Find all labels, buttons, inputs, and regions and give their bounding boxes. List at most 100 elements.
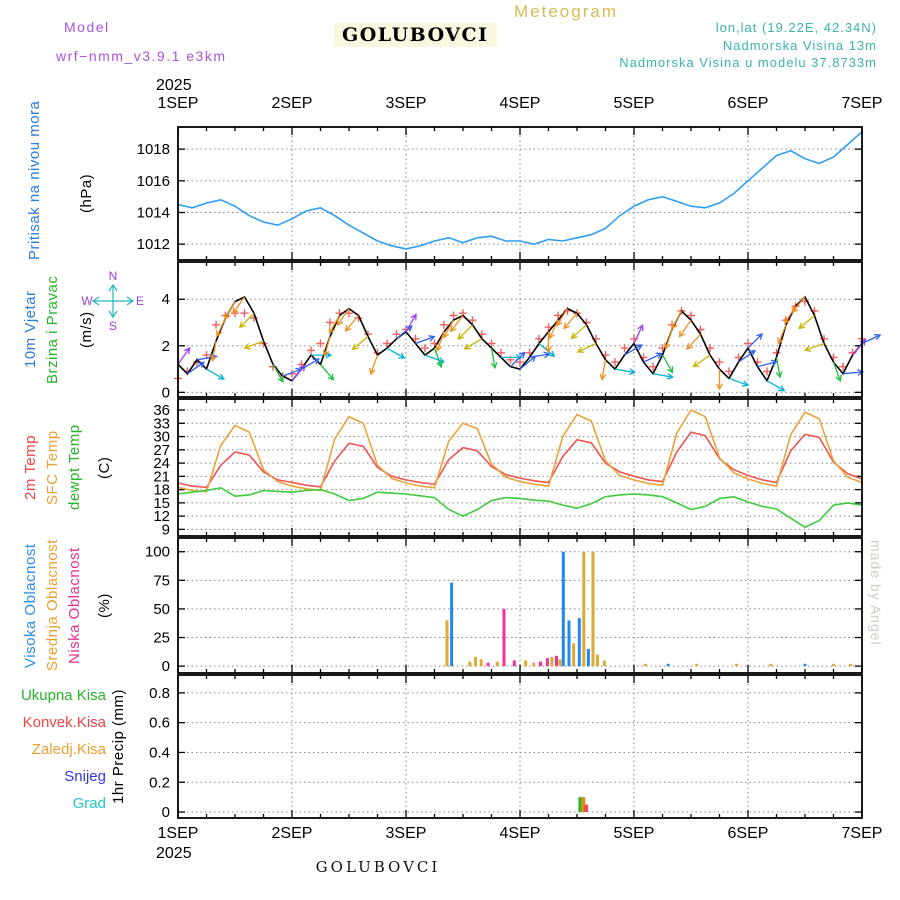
precip-unit-label: 1hr Precip (mm): [110, 689, 127, 805]
series-tsfc: [177, 408, 863, 493]
y-tick-label: 18: [153, 482, 170, 499]
bar-mid: [524, 660, 528, 667]
bar-mid: [596, 654, 599, 667]
wind-unit-label: (m/s): [78, 311, 95, 348]
bar-mid: [769, 663, 773, 667]
cloud-low-label: Niska Oblacnost: [66, 547, 83, 664]
y-tick-label: 1012: [137, 236, 170, 253]
y-tick-label: 2: [162, 338, 170, 355]
y-tick-label: 0: [162, 804, 170, 821]
bar-mid: [479, 659, 483, 667]
precip-total-label: Ukupna Kisa: [20, 687, 106, 704]
temp-sfc-label: SFC Temp: [44, 430, 61, 505]
x-tick-label-bottom: 7SEP: [842, 825, 883, 842]
cloud-high-label: Visoka Oblacnost: [22, 543, 39, 668]
y-tick-label: 0.2: [149, 774, 170, 791]
bar-high: [577, 618, 581, 667]
bar-mid: [495, 661, 499, 667]
y-tick-label: 30: [153, 429, 170, 446]
bar-mid: [550, 657, 554, 667]
x-tick-label-top: 7SEP: [842, 95, 883, 112]
bar-low: [555, 655, 558, 667]
series-t2m: [177, 431, 863, 489]
bar-low: [486, 662, 490, 667]
x-tick-label-bottom: 5SEP: [614, 825, 655, 842]
compass-letter: S: [109, 319, 117, 333]
y-tick-label: 4: [162, 291, 170, 308]
precip-snow-label: Snijeg: [64, 768, 106, 785]
bar-high: [666, 663, 670, 667]
x-tick-label-bottom: 3SEP: [386, 825, 427, 842]
x-tick-label-top: 1SEP: [158, 95, 199, 112]
panel-precip: 0 0.2 0.4 0.6 0.8: [149, 674, 863, 821]
y-tick-label: 9: [162, 521, 170, 538]
precip-largescale-label: Zaledj.Kisa: [31, 741, 106, 758]
y-tick-label: 36: [153, 402, 170, 419]
y-tick-label: 0.6: [149, 715, 170, 732]
compass-letter: E: [136, 294, 144, 308]
temp-2m-label: 2m Temp: [22, 435, 39, 500]
panel-pressure: 1012 1014 1016 1018: [137, 126, 863, 261]
temp-dewpt-label: dewpt Temp: [66, 424, 83, 511]
y-tick-label: 25: [153, 630, 170, 647]
series-dewpoint: [177, 486, 863, 529]
precip-convective-label: Konvek.Kisa: [22, 714, 106, 731]
bar-mid: [474, 657, 477, 667]
y-tick-label: 100: [145, 544, 170, 561]
wind-axis-label-2: Brzina i Pravac: [44, 275, 61, 384]
bar-mid: [558, 659, 562, 667]
y-tick-label: 0: [162, 384, 170, 401]
precip-legend: Ukupna Kisa Konvek.Kisa Zaledj.Kisa Snij…: [0, 682, 106, 817]
x-tick-label-top: 4SEP: [500, 95, 541, 112]
model-elevation: Nadmorska Visina u modelu 37.8733m: [619, 55, 877, 70]
bar-mid: [643, 663, 647, 667]
y-tick-label: 24: [153, 455, 170, 472]
wind-direction-arrows: [177, 296, 882, 392]
bar-low: [545, 658, 549, 667]
y-tick-label: 75: [153, 572, 170, 589]
y-tick-label: 15: [153, 495, 170, 512]
cloud-unit-label: (%): [96, 593, 113, 618]
x-tick-label-top: 3SEP: [386, 95, 427, 112]
panel-wind: 0 2 4: [162, 261, 882, 401]
x-tick-label-top: 6SEP: [728, 95, 769, 112]
year-label-top: 2025: [156, 77, 192, 94]
bar-mid: [832, 663, 835, 667]
precip-hail-label: Grad: [72, 795, 106, 812]
y-tick-label: 0: [162, 658, 170, 675]
bar-mid: [735, 663, 739, 667]
pressure-unit-label: (hPa): [78, 173, 95, 214]
compass-letter: N: [109, 269, 118, 283]
time-axis: 1SEP 1SEP 2SEP 2SEP 3SEP 3SEP 4SEP 4SEP 5SEP 5SEP…: [156, 77, 882, 862]
footer-station-label: GOLUBOVCI: [315, 858, 441, 876]
y-tick-label: 0.8: [149, 685, 170, 702]
station-elevation: Nadmorska Visina 13m: [722, 38, 877, 53]
y-tick-label: 50: [153, 601, 170, 618]
bar-ukupna: [578, 797, 583, 812]
bar-zaledj: [581, 797, 586, 812]
bar-mid: [695, 663, 699, 667]
x-tick-label-top: 5SEP: [614, 95, 655, 112]
y-tick-label: 1014: [137, 205, 170, 222]
bar-mid: [468, 661, 472, 667]
bar-high: [561, 551, 565, 667]
temp-unit-label: (C): [96, 456, 113, 479]
bar-high: [586, 649, 590, 667]
bar-mid: [591, 551, 595, 667]
bar-konvek: [584, 804, 589, 812]
bar-high: [450, 582, 454, 667]
y-tick-label: 12: [153, 508, 170, 525]
bar-mid: [602, 660, 606, 667]
x-tick-label-bottom: 1SEP: [158, 825, 199, 842]
model-label: Model: [64, 19, 110, 35]
bar-low: [502, 608, 506, 667]
bar-mid: [572, 643, 576, 667]
x-tick-label-bottom: 2SEP: [272, 825, 313, 842]
bar-mid: [445, 620, 449, 667]
year-label-bottom: 2025: [156, 845, 192, 862]
bar-low: [512, 660, 516, 667]
bar-mid: [532, 662, 536, 667]
bar-mid: [849, 663, 853, 667]
